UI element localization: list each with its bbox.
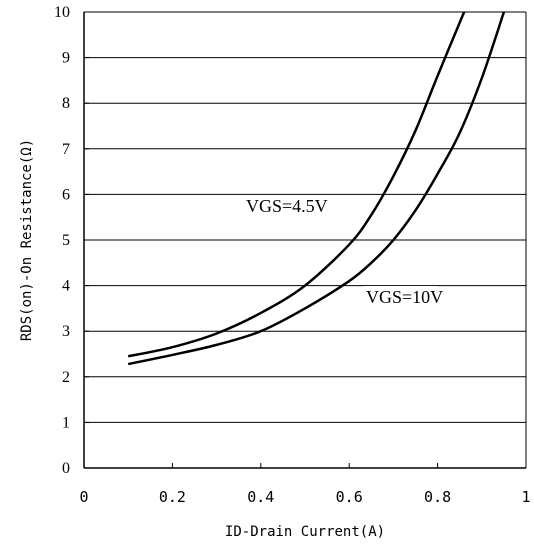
x-tick-label: 1 (521, 488, 530, 506)
grid-lines (84, 11, 526, 469)
series-labels: VGS=4.5V VGS=10V (244, 195, 443, 308)
y-tick-label: 10 (54, 4, 70, 21)
y-axis-title: RDS(on)-On Resistance(Ω) (19, 139, 35, 341)
y-tick-label: 7 (62, 141, 70, 158)
y-tick-label: 9 (62, 50, 70, 67)
x-axis-title: ID-Drain Current(A) (225, 524, 385, 540)
x-tick-label: 0.8 (424, 488, 451, 506)
y-tick-label: 2 (62, 369, 70, 386)
curves (127, 11, 506, 366)
series-label-bg (244, 195, 328, 217)
series-label-bg (364, 286, 438, 308)
x-tick-labels: 0 0.2 0.4 0.6 0.8 1 (79, 463, 531, 506)
y-tick-label: 0 (62, 460, 70, 477)
x-tick-label: 0.2 (159, 488, 186, 506)
x-tick-label: 0.6 (336, 488, 363, 506)
y-tick-label: 1 (62, 414, 70, 431)
series-line-vgs-4-5v (127, 11, 466, 358)
x-tick-label: 0 (79, 488, 88, 506)
y-tick-label: 4 (62, 278, 70, 295)
y-tick-label: 3 (62, 323, 70, 340)
y-tick-labels: 0 1 2 3 4 5 6 7 8 9 10 (54, 4, 89, 477)
series-line-vgs-10v (127, 11, 506, 366)
series-label: VGS=10V (366, 287, 443, 307)
y-tick-label: 8 (62, 95, 70, 112)
x-tick-label: 0.4 (247, 488, 274, 506)
series-label: VGS=4.5V (246, 196, 328, 216)
y-tick-label: 6 (62, 186, 70, 203)
y-tick-label: 5 (62, 232, 70, 249)
